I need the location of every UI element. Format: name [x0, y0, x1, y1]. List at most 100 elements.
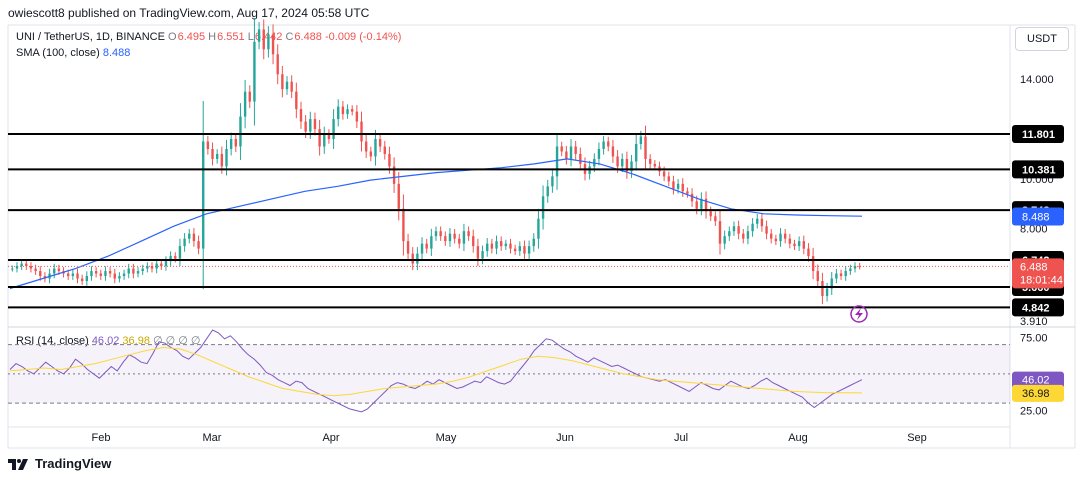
candle[interactable]	[183, 233, 186, 252]
candle[interactable]	[853, 262, 857, 273]
candle[interactable]	[704, 191, 708, 219]
candle[interactable]	[420, 237, 424, 261]
candle[interactable]	[15, 262, 19, 273]
candle[interactable]	[509, 238, 512, 254]
candle[interactable]	[313, 112, 317, 136]
candle[interactable]	[369, 146, 373, 162]
candle[interactable]	[99, 269, 102, 280]
candle[interactable]	[490, 238, 494, 254]
candle[interactable]	[253, 17, 256, 126]
candle[interactable]	[779, 228, 782, 247]
candle[interactable]	[560, 141, 563, 157]
candle[interactable]	[383, 140, 386, 160]
rsi-ma-line[interactable]	[9, 346, 863, 397]
candle[interactable]	[150, 262, 154, 273]
candle[interactable]	[122, 269, 126, 280]
candle[interactable]	[602, 135, 605, 155]
candle[interactable]	[732, 221, 736, 236]
candle[interactable]	[25, 259, 28, 270]
candle[interactable]	[299, 101, 303, 129]
candle[interactable]	[108, 267, 112, 278]
candle[interactable]	[797, 236, 801, 251]
candle[interactable]	[118, 272, 121, 283]
candle[interactable]	[104, 266, 107, 281]
candle[interactable]	[839, 269, 843, 280]
candle[interactable]	[825, 282, 829, 302]
candle[interactable]	[392, 157, 396, 193]
candle[interactable]	[169, 251, 172, 266]
candle[interactable]	[723, 230, 726, 250]
candle[interactable]	[192, 228, 196, 247]
candle[interactable]	[849, 264, 852, 275]
candle[interactable]	[835, 268, 838, 284]
candle[interactable]	[434, 226, 438, 241]
candle[interactable]	[807, 243, 810, 262]
candle[interactable]	[672, 175, 675, 195]
candle[interactable]	[378, 133, 382, 153]
candle[interactable]	[113, 268, 116, 284]
candle[interactable]	[94, 267, 98, 278]
candle[interactable]	[569, 139, 573, 167]
candle[interactable]	[648, 154, 652, 169]
sma-legend[interactable]: SMA (100, close) 8.488	[16, 47, 130, 59]
candle[interactable]	[634, 134, 638, 171]
candle[interactable]	[770, 228, 773, 244]
candle[interactable]	[788, 233, 792, 249]
candle[interactable]	[406, 233, 410, 261]
candle[interactable]	[262, 19, 265, 60]
candle[interactable]	[830, 272, 833, 295]
candle[interactable]	[332, 109, 335, 149]
candle[interactable]	[462, 223, 466, 251]
candle[interactable]	[215, 149, 219, 164]
candle[interactable]	[504, 239, 508, 251]
candle[interactable]	[146, 262, 149, 273]
candle[interactable]	[453, 228, 456, 244]
candle[interactable]	[611, 140, 615, 163]
candle[interactable]	[360, 111, 363, 152]
candle[interactable]	[597, 142, 601, 166]
candle[interactable]	[555, 133, 559, 190]
candle[interactable]	[565, 145, 568, 165]
candle[interactable]	[80, 274, 84, 285]
candle[interactable]	[513, 244, 517, 255]
candle[interactable]	[458, 233, 461, 249]
candle[interactable]	[397, 172, 400, 221]
candle[interactable]	[327, 129, 331, 144]
candle[interactable]	[141, 264, 144, 275]
rsi-line[interactable]	[9, 329, 863, 413]
candle[interactable]	[290, 75, 293, 99]
candle[interactable]	[425, 238, 428, 254]
candle[interactable]	[295, 82, 298, 119]
candle[interactable]	[257, 22, 261, 50]
candle[interactable]	[811, 247, 815, 280]
candle[interactable]	[248, 85, 251, 109]
candle[interactable]	[276, 44, 279, 85]
candle[interactable]	[90, 266, 93, 281]
candle[interactable]	[756, 214, 759, 229]
candle[interactable]	[416, 247, 419, 271]
candle[interactable]	[243, 79, 247, 129]
candle[interactable]	[681, 178, 684, 197]
candle[interactable]	[164, 256, 168, 271]
candle[interactable]	[206, 135, 210, 155]
candle[interactable]	[537, 208, 540, 249]
candle[interactable]	[229, 132, 233, 156]
candle[interactable]	[71, 269, 75, 280]
candle[interactable]	[350, 105, 354, 116]
candle[interactable]	[448, 228, 452, 247]
candle[interactable]	[625, 151, 629, 179]
candle[interactable]	[20, 259, 23, 270]
candle[interactable]	[802, 235, 806, 255]
lightning-icon[interactable]	[850, 305, 868, 323]
candle[interactable]	[686, 187, 689, 198]
candle[interactable]	[85, 271, 89, 286]
candle[interactable]	[495, 235, 498, 255]
candle[interactable]	[188, 228, 191, 244]
candle[interactable]	[579, 147, 582, 171]
candle[interactable]	[39, 266, 42, 281]
candle[interactable]	[132, 263, 135, 279]
sma-line[interactable]	[9, 158, 863, 290]
candle[interactable]	[793, 239, 796, 251]
candle[interactable]	[518, 241, 522, 256]
candle[interactable]	[844, 266, 847, 281]
